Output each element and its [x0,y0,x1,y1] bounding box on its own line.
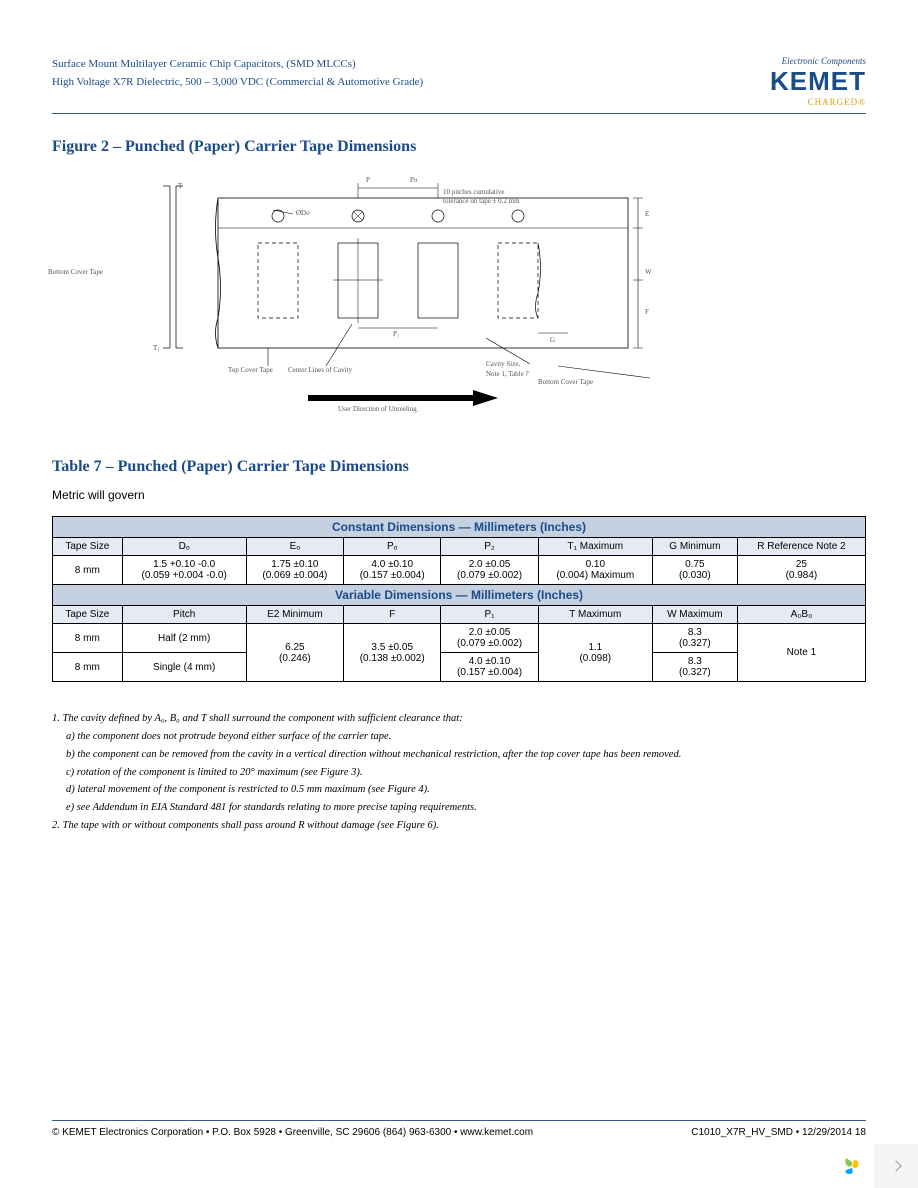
dia-lbl-G: G [550,336,555,344]
header-line1: Surface Mount Multilayer Ceramic Chip Ca… [52,56,423,74]
dia-lbl-Po: Po [410,176,417,184]
figure-title: Figure 2 – Punched (Paper) Carrier Tape … [52,138,866,156]
dimensions-table: Constant Dimensions — Millimeters (Inche… [52,516,866,682]
dia-lbl-note1: Note 1, Table 7 [486,370,529,378]
header-line2: High Voltage X7R Dielectric, 500 – 3,000… [52,74,423,92]
note-1b: b) the component can be removed from the… [52,746,866,764]
footnotes: 1. The cavity defined by A₀, B₀ and T sh… [52,710,866,835]
dia-lbl-P1: P₁ [393,330,399,338]
col-tape: Tape Size [53,538,123,556]
dia-lbl-tct: Top Cover Tape [228,366,273,374]
dia-lbl-W: W [645,268,652,276]
dia-lbl-F: F [645,308,649,316]
footer-left: © KEMET Electronics Corporation • P.O. B… [52,1127,533,1138]
dia-lbl-D0: ØDo [296,209,310,217]
page-header: Surface Mount Multilayer Ceramic Chip Ca… [52,56,866,114]
note-2: 2. The tape with or without components s… [52,817,866,835]
note-1e: e) see Addendum in EIA Standard 481 for … [52,799,866,817]
col-E: Eₒ [246,538,343,556]
dia-lbl-arrow: User Direction of Unreeling [338,405,417,413]
page-footer: © KEMET Electronics Corporation • P.O. B… [52,1120,866,1138]
carrier-tape-diagram: Bottom Cover Tape Top Cover Tape Center … [108,168,668,418]
col-P2: P₂ [441,538,538,556]
col-P0: Pₒ [344,538,441,556]
thumbnail-icon [840,1154,864,1178]
dia-lbl-cavity: Cavity Size, [486,360,520,368]
dia-lbl-pitches2: tolerance on tape ± 0.2 mm [443,197,520,205]
col-D: Dₒ [122,538,246,556]
chevron-right-icon [890,1160,901,1171]
dia-lbl-pitches: 10 pitches cumulative [443,188,504,196]
table-title: Table 7 – Punched (Paper) Carrier Tape D… [52,458,866,476]
section1-header: Constant Dimensions — Millimeters (Inche… [53,517,866,538]
brand-block: Electronic Components KEMET CHARGED® [770,56,866,107]
dia-lbl-bct-left: Bottom Cover Tape [48,268,103,276]
metric-note: Metric will govern [52,488,866,502]
col-R: R Reference Note 2 [737,538,865,556]
dia-lbl-T1: T₁ [153,344,160,352]
brand-super: Electronic Components [770,56,866,66]
dia-lbl-E: E [645,210,649,218]
table-row: 8 mm Half (2 mm) 6.25(0.246) 3.5 ±0.05(0… [53,624,866,653]
next-page-button[interactable] [874,1144,918,1188]
footer-right: C1010_X7R_HV_SMD • 12/29/2014 18 [691,1127,866,1138]
dia-lbl-T: T [178,182,182,190]
note-1d: d) lateral movement of the component is … [52,781,866,799]
note-1c: c) rotation of the component is limited … [52,764,866,782]
note-1a: a) the component does not protrude beyon… [52,728,866,746]
dia-lbl-P: P [366,176,370,184]
table-row: 8 mm 1.5 +0.10 -0.0(0.059 +0.004 -0.0) 1… [53,556,866,585]
thumbnail-button[interactable] [830,1144,874,1188]
brand-sub: CHARGED® [770,97,866,107]
section2-header: Variable Dimensions — Millimeters (Inche… [53,585,866,606]
dia-lbl-bct-right: Bottom Cover Tape [538,378,593,386]
col-G: G Minimum [652,538,737,556]
note-1: 1. The cavity defined by A₀, B₀ and T sh… [52,710,866,728]
col-T1: T₁ Maximum [538,538,652,556]
dia-lbl-center: Center Lines of Cavity [288,366,352,374]
brand-logo: KEMET [770,66,866,97]
